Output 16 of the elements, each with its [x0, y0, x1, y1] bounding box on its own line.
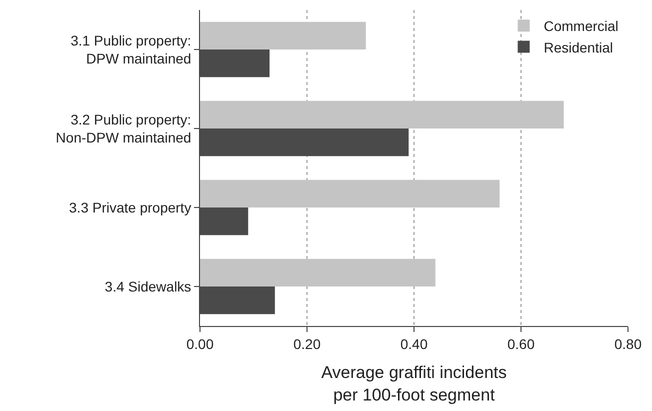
bar — [200, 22, 366, 50]
x-tick-label: 0.40 — [400, 336, 428, 352]
legend-label: Commercial — [544, 18, 618, 34]
x-tick-label: 0.00 — [186, 336, 214, 352]
x-axis-title: Average graffiti incidents per 100-foot segment — [321, 363, 507, 404]
bar — [200, 258, 436, 286]
y-tick-label: 3.4 Sidewalks — [104, 278, 192, 294]
bar — [200, 180, 500, 208]
y-tick-label: 3.2 Public property: Non-DPW maintained — [56, 111, 192, 146]
x-tick-label: 0.60 — [507, 336, 535, 352]
y-tick-label: 3.1 Public property: DPW maintained — [70, 32, 192, 66]
y-tick-label: 3.3 Private property — [69, 199, 192, 216]
bar — [200, 100, 564, 128]
x-tick-label: 0.20 — [293, 336, 321, 352]
x-tick-label: 0.80 — [614, 336, 642, 352]
legend-label: Residential — [544, 39, 613, 56]
